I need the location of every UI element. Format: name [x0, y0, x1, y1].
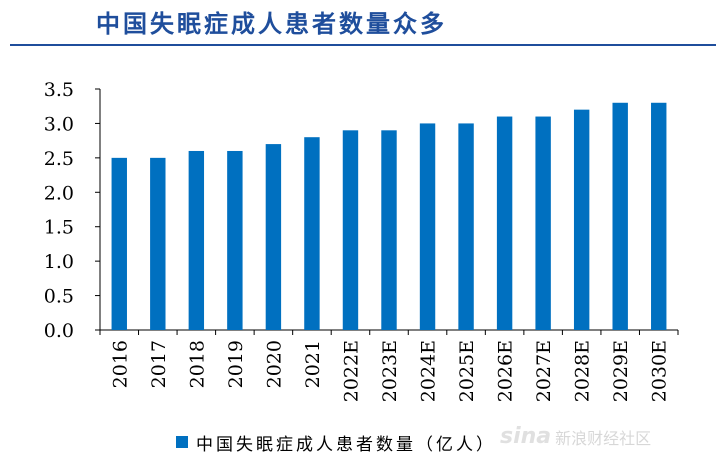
x-tick-label: 2018 [186, 340, 208, 388]
bar [265, 144, 282, 330]
legend-swatch [176, 436, 188, 448]
bar-series [111, 102, 667, 331]
y-tick-label: 3.0 [44, 113, 74, 135]
bar [496, 116, 513, 331]
x-tick-label: 2024E [418, 340, 440, 402]
sina-logo: sina [500, 424, 552, 449]
x-tick-label: 2017 [148, 340, 170, 388]
y-tick-label: 1.0 [44, 251, 74, 273]
bar [111, 157, 127, 330]
x-tick-label: 2026E [495, 340, 517, 402]
bar [419, 123, 436, 330]
y-tick-label: 0.0 [44, 320, 74, 342]
x-tick-label: 2021 [302, 340, 324, 388]
x-tick-label: 2023E [379, 340, 401, 402]
bar [573, 109, 590, 331]
bar [535, 116, 551, 331]
title-underline [10, 44, 716, 46]
bar [227, 150, 243, 330]
x-axis: 2016 2017 2018 2019 2020 2021 2022E 2023E 2024E 2… [99, 329, 679, 402]
x-tick-label: 2028E [572, 340, 594, 402]
y-tick-label: 0.5 [44, 286, 74, 308]
x-tick-label: 2029E [610, 340, 632, 402]
watermark: sina 新浪财经社区 [500, 424, 651, 449]
bar [188, 150, 205, 330]
watermark-text: 新浪财经社区 [555, 428, 652, 448]
bar [612, 102, 628, 331]
x-tick-label: 2027E [533, 340, 555, 402]
x-tick-label: 2022E [340, 340, 362, 402]
bar [304, 137, 320, 330]
bar [342, 130, 359, 330]
x-tick-label: 2025E [456, 340, 478, 402]
bar [458, 123, 474, 330]
bar [651, 102, 667, 331]
y-tick-label: 2.0 [44, 182, 74, 204]
y-tick-label: 3.5 [44, 79, 74, 101]
bar [381, 130, 397, 330]
y-tick-label: 1.5 [44, 217, 74, 239]
legend-label: 中国失眠症成人患者数量（亿人） [196, 434, 496, 455]
x-tick-label: 2016 [109, 340, 131, 388]
bar [150, 157, 166, 330]
chart-title: 中国失眠症成人患者数量众多 [96, 10, 447, 38]
x-tick-label: 2020 [263, 340, 285, 388]
y-axis: 0.0 0.5 1.0 1.5 2.0 2.5 3.0 3.5 [44, 79, 101, 342]
legend: 中国失眠症成人患者数量（亿人） [176, 430, 496, 455]
y-tick-label: 2.5 [44, 148, 74, 170]
x-tick-label: 2030E [649, 340, 671, 402]
x-tick-label: 2019 [225, 340, 247, 388]
